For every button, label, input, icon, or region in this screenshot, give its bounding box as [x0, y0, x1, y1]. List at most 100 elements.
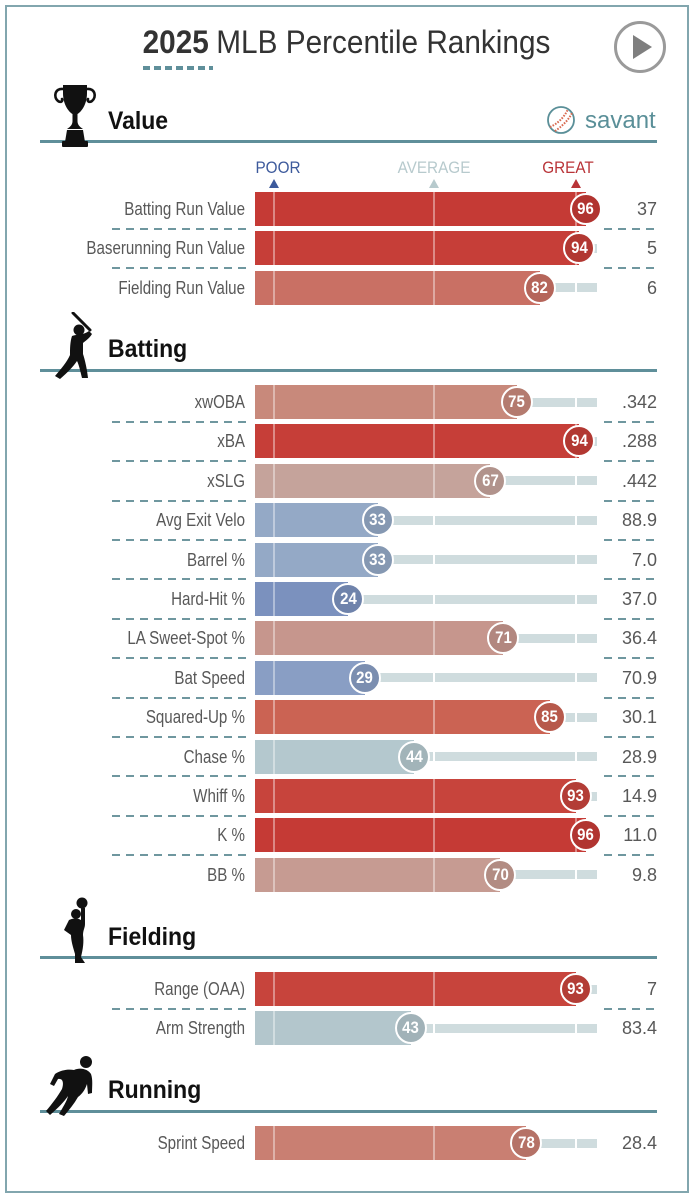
- section-divider: [40, 139, 657, 143]
- average-marker-icon: [429, 179, 439, 188]
- row-separator: [112, 735, 246, 738]
- batter-icon: [50, 312, 100, 380]
- percentile-bar: [255, 779, 576, 813]
- metric-label: Sprint Speed: [157, 1133, 245, 1153]
- bar-track: [526, 1138, 597, 1148]
- bar-tick-line: [273, 818, 275, 853]
- percentile-value: 70: [491, 864, 509, 884]
- row-separator: [604, 267, 658, 270]
- bar-tick-line: [273, 857, 275, 892]
- bar-tick-line: [433, 779, 435, 813]
- bar-tick-line: [433, 818, 435, 853]
- savant-brand-link[interactable]: savant: [585, 107, 656, 134]
- track-tick-line: [575, 752, 577, 762]
- section-divider: [40, 368, 657, 372]
- percentile-bar: [255, 231, 580, 266]
- bar-tick-line: [273, 270, 275, 305]
- percentile-value: 33: [369, 549, 387, 569]
- track-tick-line: [575, 594, 577, 604]
- bar-tick-line: [273, 542, 275, 577]
- bar-tick-line: [273, 700, 275, 735]
- row-separator: [112, 657, 246, 660]
- track-tick-line: [433, 752, 435, 762]
- percentile-bar: [255, 818, 586, 853]
- trophy-icon: [52, 84, 98, 148]
- bar-tick-line: [273, 621, 275, 656]
- bar-tick-line: [433, 621, 435, 656]
- percentile-value: 96: [577, 199, 595, 218]
- bar-track: [348, 594, 597, 604]
- percentile-value: 29: [356, 667, 374, 687]
- bar-track: [364, 673, 597, 683]
- row-separator: [604, 657, 658, 660]
- row-separator: [112, 227, 246, 230]
- bar-tick-line: [433, 857, 435, 892]
- percentile-bar: [255, 503, 378, 538]
- percentile-value: 96: [577, 825, 595, 845]
- row-separator: [112, 420, 246, 423]
- row-separator: [112, 1007, 246, 1010]
- row-separator: [604, 696, 658, 699]
- percentile-circle: 85: [533, 701, 566, 734]
- baseball-logo-icon[interactable]: [546, 105, 576, 135]
- bar-track: [377, 515, 597, 525]
- percentile-circle: 93: [559, 780, 592, 812]
- track-tick-line: [575, 673, 577, 683]
- percentile-value: 43: [402, 1018, 420, 1038]
- section-divider: [40, 1109, 657, 1113]
- bar-track: [410, 1023, 597, 1033]
- bar-tick-line: [273, 582, 275, 616]
- percentile-value: 44: [405, 746, 423, 766]
- stat-value: 7.0: [631, 549, 657, 570]
- track-tick-line: [575, 712, 577, 722]
- percentile-value: 94: [570, 431, 588, 451]
- row-separator: [112, 617, 246, 620]
- row-separator: [604, 578, 658, 581]
- metric-label: Chase %: [183, 746, 245, 767]
- percentile-bar: [255, 385, 517, 419]
- bar-tick-line: [273, 192, 275, 226]
- bar-tick-line: [273, 385, 275, 419]
- percentile-bar: [255, 739, 415, 774]
- bar-track: [490, 476, 597, 486]
- percentile-circle: 67: [474, 464, 507, 497]
- play-circle-icon[interactable]: [613, 20, 667, 74]
- stat-value: 70.9: [621, 667, 657, 688]
- track-tick-line: [433, 673, 435, 683]
- metric-label: xSLG: [207, 470, 245, 491]
- percentile-bar: [255, 621, 504, 656]
- stat-value: .442: [621, 470, 657, 491]
- bar-tick-line: [273, 231, 275, 266]
- bar-track: [414, 752, 597, 762]
- section-title: Running: [108, 1076, 202, 1104]
- percentile-bar: [255, 542, 378, 577]
- percentile-value: 71: [494, 628, 512, 648]
- section-title: Batting: [108, 335, 188, 363]
- row-separator: [112, 814, 246, 817]
- bar-tick-line: [433, 385, 435, 419]
- row-separator: [112, 775, 246, 778]
- percentile-circle: 96: [569, 193, 602, 225]
- percentile-circle: 94: [563, 425, 596, 458]
- track-tick-line: [433, 515, 435, 525]
- percentile-circle: 44: [398, 740, 431, 773]
- stat-value: 28.9: [621, 746, 657, 767]
- legend-great: GREAT: [542, 158, 594, 177]
- percentile-value: 24: [339, 589, 357, 608]
- stat-value: 36.4: [621, 628, 657, 649]
- percentile-bar: [255, 270, 540, 305]
- percentile-circle: 29: [348, 661, 381, 694]
- stat-value: 88.9: [621, 510, 657, 531]
- track-tick-line: [433, 594, 435, 604]
- runner-icon: [44, 1055, 100, 1119]
- section-title: Fielding: [108, 923, 197, 951]
- bar-tick-line: [273, 739, 275, 774]
- row-separator: [604, 227, 658, 230]
- metric-label: Avg Exit Velo: [156, 510, 245, 531]
- row-separator: [604, 735, 658, 738]
- row-separator: [112, 854, 246, 857]
- percentile-bar: [255, 660, 365, 695]
- row-separator: [604, 538, 658, 541]
- track-tick-line: [575, 1023, 577, 1033]
- percentile-value: 33: [369, 510, 387, 530]
